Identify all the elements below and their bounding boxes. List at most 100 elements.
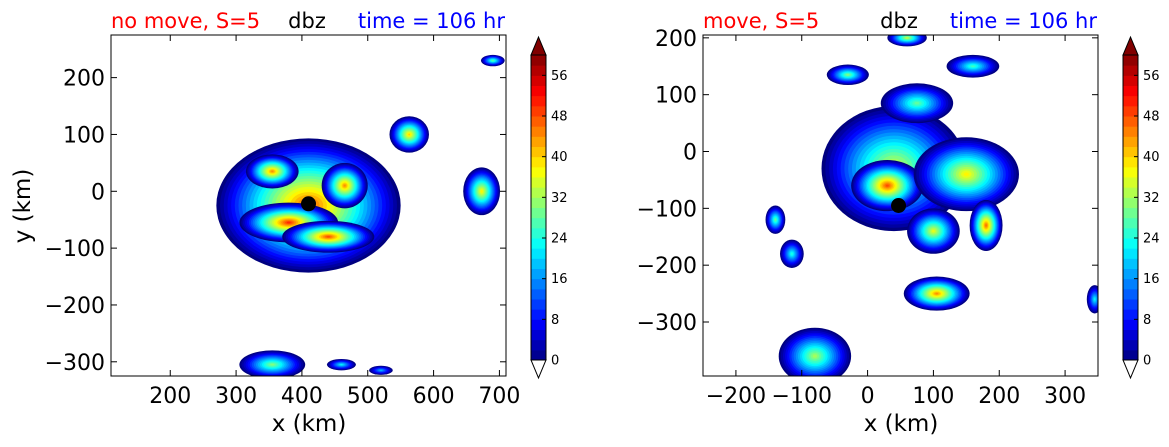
colorbar-segment	[1123, 207, 1138, 219]
reflectivity-cell	[389, 116, 429, 153]
contour-level	[885, 184, 889, 187]
colorbar-extend-min	[1122, 359, 1139, 380]
colorbar-segment	[531, 217, 546, 229]
colorbar-segment	[531, 146, 546, 158]
colorbar-segment	[1123, 177, 1138, 188]
reflectivity-cell	[946, 54, 1000, 78]
colorbar-segment	[1123, 319, 1138, 330]
colorbar-segment	[1123, 156, 1138, 168]
x-tick-label: 500	[347, 384, 389, 409]
reflectivity-cell	[463, 167, 501, 216]
colorbar-segment	[531, 116, 546, 127]
x-tick-label: 400	[281, 384, 323, 409]
reflectivity-cell	[887, 35, 927, 47]
contour-level	[340, 364, 343, 366]
reflectivity-cell	[326, 358, 356, 371]
reflectivity-cell	[480, 54, 505, 67]
left-title-variable: dbz	[288, 9, 326, 33]
y-tick-label: −100	[637, 197, 697, 222]
right-title-time: time = 106 hr	[950, 9, 1097, 33]
contour-level	[905, 37, 909, 39]
colorbar-segment	[1123, 166, 1138, 178]
colorbar-segment	[531, 197, 546, 208]
colorbar-segment	[1123, 339, 1138, 351]
reflectivity-cell	[851, 160, 924, 212]
reflectivity-cell	[321, 162, 368, 209]
colorbar-extend-max	[530, 35, 547, 56]
colorbar-segment	[1123, 95, 1138, 107]
y-tick-label: −100	[45, 237, 105, 262]
colorbar-segment	[1123, 349, 1138, 361]
colorbar-segment	[531, 248, 546, 259]
colorbar-segment	[531, 258, 546, 269]
colorbar-segment	[1123, 227, 1138, 239]
colorbar-segment	[531, 278, 546, 290]
colorbar-tick-label: 24	[1143, 232, 1160, 247]
y-tick-label: 200	[655, 27, 697, 52]
reflectivity-cell	[239, 350, 306, 376]
contour-level	[790, 252, 793, 255]
colorbar-extend-max	[1122, 35, 1139, 56]
colorbar-tick-label: 56	[551, 69, 568, 84]
contour-level	[971, 65, 975, 68]
colorbar-frame	[530, 54, 547, 361]
colorbar-tick-label: 40	[551, 150, 568, 165]
contour-level	[379, 369, 383, 371]
colorbar-segment	[1123, 75, 1138, 86]
right-x-axis-label: x (km)	[864, 411, 939, 437]
colorbar-segment	[531, 288, 546, 300]
x-tick-label: 0	[861, 384, 875, 409]
storm-center-marker	[301, 196, 316, 212]
colorbar-segment	[531, 187, 546, 198]
contour-level	[963, 172, 969, 177]
colorbar-segment	[531, 95, 546, 107]
colorbar-segment	[1123, 146, 1138, 158]
contour-level	[286, 221, 291, 224]
colorbar-segment	[1123, 55, 1138, 66]
y-tick-label: 100	[63, 123, 105, 148]
contour-level	[932, 229, 935, 233]
reflectivity-cell	[245, 154, 299, 189]
left-plot-area	[216, 54, 505, 376]
right-plot-frame	[702, 34, 1099, 377]
colorbar-segment	[1123, 278, 1138, 290]
x-tick-label: 300	[215, 384, 257, 409]
contour-level	[914, 101, 920, 105]
contour-level	[480, 190, 483, 193]
contour-level	[271, 170, 274, 173]
y-tick-label: −300	[45, 351, 105, 376]
colorbar-tick-label: 24	[551, 232, 568, 247]
colorbar-segment	[531, 309, 546, 320]
reflectivity-cell	[778, 327, 852, 376]
colorbar-tick-label: 0	[551, 354, 559, 369]
contour-level	[812, 354, 818, 358]
colorbar-segment	[531, 339, 546, 351]
left-colorbar: 0 8 16 24 32 40 48 56	[530, 35, 568, 380]
colorbar-segment	[1123, 258, 1138, 269]
left-x-axis-label: x (km)	[272, 411, 347, 437]
x-tick-label: −200	[706, 384, 766, 409]
contour-level	[492, 60, 494, 62]
colorbar-tick-label: 48	[1143, 110, 1160, 125]
colorbar-tick-label: 16	[1143, 272, 1160, 287]
contour-level	[408, 133, 411, 136]
left-title-time: time = 106 hr	[358, 9, 505, 33]
reflectivity-cell	[765, 205, 786, 234]
contour-level	[935, 292, 939, 295]
reflectivity-cell	[1086, 285, 1098, 314]
colorbar-segment	[531, 319, 546, 330]
colorbar-segment	[1123, 116, 1138, 127]
right-panel: move, S=5 dbz time = 106 hr −200 −100 0 100…	[637, 9, 1160, 437]
left-plot-frame	[110, 34, 507, 377]
colorbar-segment	[531, 65, 546, 76]
colorbar-segment	[531, 177, 546, 188]
reflectivity-cell	[282, 220, 375, 253]
colorbar-tick-label: 48	[551, 110, 568, 125]
colorbar-tick-label: 8	[1143, 313, 1151, 328]
x-tick-label: −100	[772, 384, 832, 409]
colorbar-segment	[1123, 288, 1138, 300]
colorbar-segment	[531, 75, 546, 86]
colorbar-segment	[531, 299, 546, 310]
x-tick-label: 700	[478, 384, 520, 409]
